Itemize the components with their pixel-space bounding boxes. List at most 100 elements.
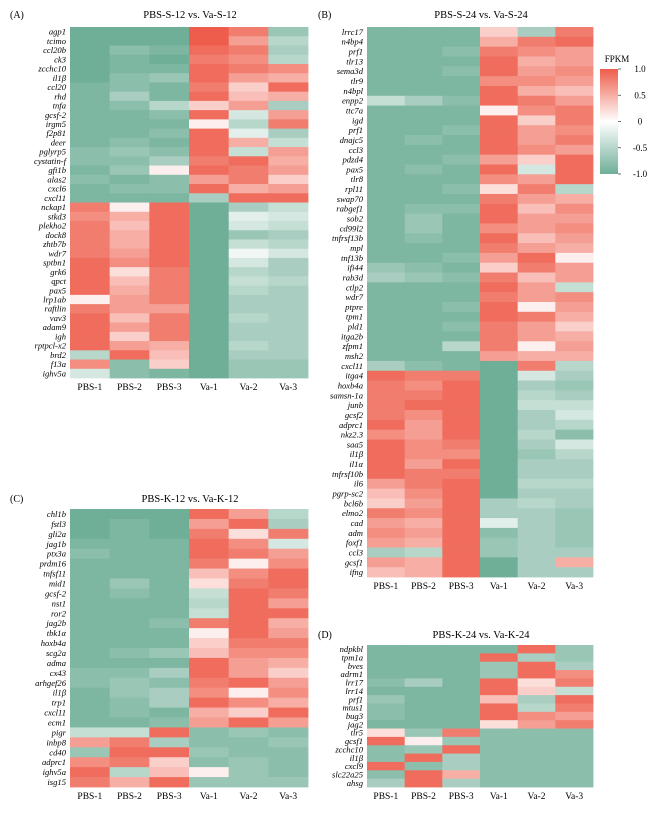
heatmap-cell xyxy=(70,598,111,609)
heatmap-cell xyxy=(109,82,150,93)
heatmap-cell xyxy=(268,184,309,194)
heatmap-cell xyxy=(189,165,230,176)
heatmap-cell xyxy=(149,568,190,579)
heatmap-cell xyxy=(70,27,111,37)
heatmap-cell xyxy=(268,608,309,619)
heatmap-cell xyxy=(480,184,519,195)
heatmap-cell xyxy=(555,95,594,106)
heatmap-cell xyxy=(109,777,150,788)
heatmap-cell xyxy=(149,767,190,778)
heatmap-cell xyxy=(189,747,230,758)
heatmap-cell xyxy=(367,174,406,185)
heatmap-cell xyxy=(404,115,443,126)
heatmap-cell xyxy=(555,390,594,401)
heatmap-cell xyxy=(404,703,443,713)
gene-label: gcsf-2 xyxy=(45,110,67,120)
gene-label: cx43 xyxy=(50,668,66,678)
heatmap-cell xyxy=(480,380,519,391)
heatmap-cell xyxy=(109,230,150,240)
heatmap-cell xyxy=(555,115,594,126)
heatmap-cell xyxy=(149,548,190,560)
heatmap-cell xyxy=(109,697,150,708)
heatmap-cell xyxy=(228,350,269,360)
heatmap-cell xyxy=(268,598,309,609)
heatmap-cell xyxy=(555,164,594,175)
gene-label: fstl3 xyxy=(51,519,66,529)
heatmap-cell xyxy=(149,757,190,768)
heatmap-cell xyxy=(442,85,481,97)
heatmap-cell xyxy=(268,767,309,778)
gene-label: rptpcl-x2 xyxy=(34,341,66,351)
gene-label: mid1 xyxy=(49,578,66,588)
heatmap-cell xyxy=(189,350,230,360)
heatmap-cell xyxy=(109,341,150,351)
heatmap-cell xyxy=(442,728,481,738)
heatmap-cell xyxy=(149,359,190,370)
heatmap-cell xyxy=(268,313,309,323)
heatmap-cell xyxy=(517,410,556,421)
heatmap-cell xyxy=(149,82,190,93)
heatmap-cell xyxy=(189,667,230,679)
heatmap-cell xyxy=(404,144,443,156)
panel-title: PBS-S-12 vs. Va-S-12 xyxy=(143,10,236,21)
heatmap-cell xyxy=(228,73,269,83)
column-label: PBS-1 xyxy=(77,792,102,802)
heatmap-cell xyxy=(149,341,190,351)
heatmap-cell xyxy=(367,66,406,77)
heatmap-cell xyxy=(228,677,269,689)
heatmap-cell xyxy=(189,767,230,778)
heatmap-cell xyxy=(442,449,481,460)
heatmap-cell xyxy=(149,110,190,120)
heatmap-cell xyxy=(367,36,406,48)
heatmap-cell xyxy=(149,257,190,268)
heatmap-cell xyxy=(517,203,556,215)
gene-label: adprc1 xyxy=(339,420,363,430)
heatmap-cell xyxy=(367,468,406,480)
heatmap-cell xyxy=(228,707,269,718)
heatmap-cell xyxy=(442,95,481,106)
heatmap-cell xyxy=(442,557,481,568)
heatmap-cell xyxy=(367,459,406,470)
heatmap-cell xyxy=(367,252,406,264)
heatmap-cell xyxy=(189,322,230,333)
gene-label: deer xyxy=(51,137,67,147)
heatmap-cell xyxy=(228,717,269,728)
heatmap-cell xyxy=(555,85,594,97)
heatmap-cell xyxy=(228,128,269,139)
gene-label: dock8 xyxy=(45,230,66,240)
heatmap-cell xyxy=(517,518,556,529)
heatmap-cell xyxy=(109,368,150,379)
heatmap-cell xyxy=(367,736,406,746)
heatmap-cell xyxy=(109,100,150,111)
heatmap-cell xyxy=(189,27,230,37)
heatmap-cell xyxy=(70,528,111,540)
heatmap-cell xyxy=(228,184,269,194)
heatmap-cell xyxy=(268,341,309,351)
heatmap-cell xyxy=(109,184,150,194)
heatmap-cell xyxy=(70,687,111,699)
heatmap-cell xyxy=(70,193,111,203)
heatmap-cell xyxy=(404,272,443,283)
heatmap-cell xyxy=(404,645,443,654)
heatmap-cell xyxy=(228,174,269,185)
heatmap-cell xyxy=(268,687,309,699)
heatmap-cell xyxy=(149,677,190,689)
heatmap-cell xyxy=(149,707,190,718)
heatmap-cell xyxy=(442,331,481,342)
legend-tick-label: 0 xyxy=(638,117,643,127)
heatmap-cell xyxy=(480,400,519,411)
heatmap-cell xyxy=(70,220,111,231)
heatmap-cell xyxy=(517,728,556,738)
heatmap-cell xyxy=(228,239,269,250)
heatmap-cell xyxy=(109,598,150,609)
gene-label: ccl3 xyxy=(349,145,363,155)
heatmap-cell xyxy=(189,147,230,157)
heatmap-cell xyxy=(480,125,519,136)
heatmap-cell xyxy=(109,91,150,102)
heatmap-cell xyxy=(404,243,443,254)
column-label: PBS-1 xyxy=(373,792,398,802)
heatmap-cell xyxy=(70,82,111,93)
heatmap-cell xyxy=(480,567,519,578)
heatmap-cell xyxy=(442,478,481,490)
gene-label: nkz2.3 xyxy=(341,430,363,440)
